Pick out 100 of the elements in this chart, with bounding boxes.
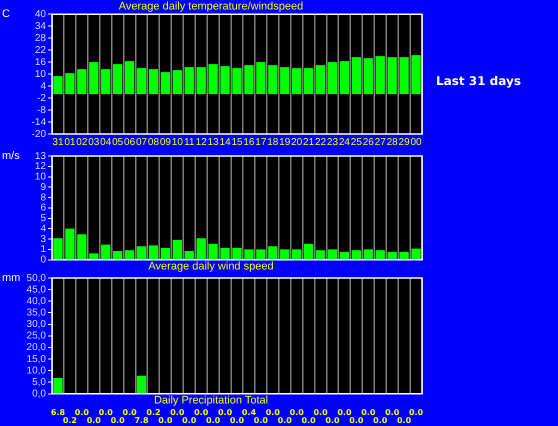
y-tick-label: 5,0 <box>32 376 46 388</box>
y-tick-label: 15,0 <box>26 354 46 365</box>
data-label: 0.2 <box>146 408 161 418</box>
data-label: 0.0 <box>254 416 268 426</box>
x-tick-label: 08 <box>148 136 160 148</box>
data-label: 0.0 <box>206 416 221 426</box>
x-tick-label: 28 <box>386 136 398 148</box>
y-axis-title: C <box>2 8 10 20</box>
y-tick-label: 30,0 <box>26 319 46 330</box>
data-label: 0.0 <box>230 416 245 426</box>
data-label: 0.0 <box>194 408 209 418</box>
data-label: 0.0 <box>266 408 280 418</box>
x-tick-label: 17 <box>255 136 267 148</box>
y-tick-label: 12 <box>34 161 46 172</box>
x-tick-label: 14 <box>220 136 232 148</box>
text: Average daily wind speed <box>148 260 274 272</box>
y-tick-label: 4 <box>40 223 46 234</box>
x-tick-label: 09 <box>160 136 172 148</box>
y-tick-label: 40,0 <box>26 296 46 307</box>
y-tick-label: 13 <box>34 150 46 162</box>
y-tick-label: 0 <box>40 254 46 266</box>
data-label: 0.0 <box>290 408 304 418</box>
y-tick-label: 9 <box>40 182 46 193</box>
data-label: 7.8 <box>134 416 150 426</box>
y-tick-label: 5 <box>40 213 46 224</box>
x-tick-label: 07 <box>136 136 148 148</box>
x-tick-label: 25 <box>350 136 362 148</box>
x-tick-label: 26 <box>362 136 374 148</box>
x-tick-label: 00 <box>410 136 422 148</box>
x-tick-label: 24 <box>338 136 350 148</box>
data-label: 0.0 <box>325 416 340 426</box>
y-tick-label: -20 <box>32 128 46 140</box>
y-tick-label: 35,0 <box>26 307 46 318</box>
y-tick-label: 8 <box>40 192 46 204</box>
data-label: 0.0 <box>122 408 138 418</box>
x-tick-label: 22 <box>314 136 327 148</box>
data-label: 0.0 <box>361 408 376 418</box>
text: Daily Precipitation Total <box>154 394 268 406</box>
x-tick-label: 15 <box>231 136 243 148</box>
y-tick-label: -8 <box>37 104 46 116</box>
y-tick-label: 10 <box>34 68 46 80</box>
y-tick-label: 20,0 <box>26 342 46 354</box>
y-tick-label: 22 <box>34 44 46 56</box>
x-tick-label: 19 <box>279 136 291 148</box>
x-tick-label: 31 <box>52 136 64 148</box>
x-tick-label: 21 <box>303 136 315 148</box>
data-label: 0.0 <box>98 408 114 418</box>
y-tick-label: 3 <box>40 234 46 245</box>
x-tick-label: 03 <box>88 136 100 148</box>
data-label: 0.0 <box>278 416 292 426</box>
data-label: 0.0 <box>337 408 352 418</box>
x-tick-label: 12 <box>196 136 208 148</box>
data-label: 0.0 <box>158 416 173 426</box>
y-tick-label: 4 <box>40 80 46 92</box>
data-label: 0.0 <box>170 408 185 418</box>
x-tick-label: 11 <box>184 136 195 148</box>
data-label: 0.0 <box>86 416 102 426</box>
y-tick-label: 0,0 <box>32 388 46 400</box>
y-tick-label: 1 <box>40 244 46 256</box>
x-tick-label: 13 <box>208 136 220 148</box>
y-tick-label: -2 <box>37 92 46 104</box>
data-label: 0.0 <box>110 416 126 426</box>
x-tick-label: 05 <box>112 136 124 148</box>
x-tick-label: 27 <box>374 136 386 148</box>
data-label: 0.2 <box>62 416 77 426</box>
data-label: 0.0 <box>373 416 388 426</box>
data-label: 6.8 <box>50 408 66 418</box>
data-label: 0.0 <box>74 408 90 418</box>
data-label: 0.0 <box>313 408 328 418</box>
y-tick-label: 50,0 <box>26 272 46 284</box>
x-tick-label: 23 <box>326 136 338 148</box>
x-tick-label: 29 <box>398 136 410 148</box>
y-tick-label: 6 <box>40 202 46 214</box>
y-tick-label: 16 <box>34 56 46 68</box>
data-label: 0.0 <box>397 416 412 426</box>
x-tick-label: 01 <box>64 136 76 148</box>
y-tick-label: -14 <box>32 116 46 128</box>
data-label: 0.0 <box>302 416 316 426</box>
y-tick-label: 40 <box>34 8 46 20</box>
x-tick-label: 18 <box>267 136 279 148</box>
y-tick-label: 34 <box>34 20 46 32</box>
data-label: 0.0 <box>349 416 364 426</box>
x-tick-label: 16 <box>243 136 255 148</box>
data-label: 0.0 <box>385 408 400 418</box>
y-axis-title: mm <box>2 272 20 284</box>
text: Last 31 days <box>436 74 521 88</box>
data-label: 0.0 <box>218 408 233 418</box>
x-tick-label: 04 <box>100 136 112 148</box>
data-label: 0.4 <box>242 408 256 418</box>
y-tick-label: 45,0 <box>26 284 46 296</box>
y-tick-label: 10 <box>34 172 46 183</box>
data-label: 0.0 <box>408 408 424 418</box>
y-axis-title: m/s <box>2 150 20 162</box>
y-tick-label: 28 <box>34 32 46 44</box>
x-tick-label: 20 <box>291 136 303 148</box>
chart-title: Average daily temperature/windspeed <box>118 0 304 13</box>
y-tick-label: 10,0 <box>26 365 46 376</box>
x-tick-label: 02 <box>76 136 88 148</box>
x-tick-label: 10 <box>172 136 184 148</box>
x-tick-label: 06 <box>124 136 136 148</box>
